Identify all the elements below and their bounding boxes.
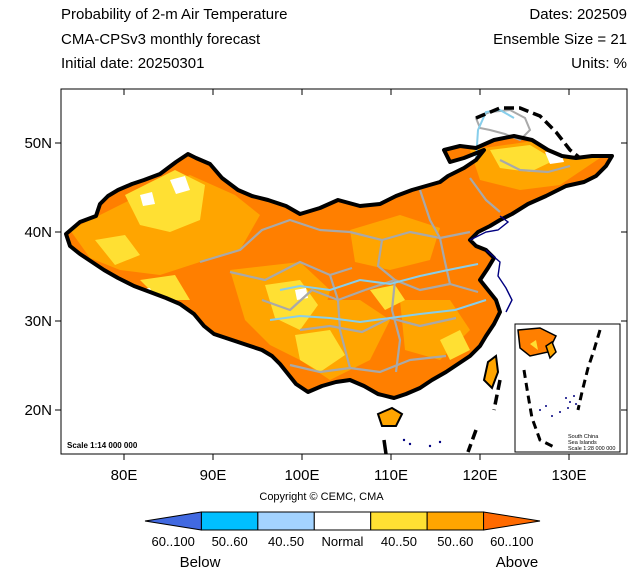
units-label: Units: % [571, 55, 627, 72]
colorbar: 60..100 50..60 40..50 Normal 40..50 50..60 60.… [144, 511, 541, 549]
lon-label-80e: 80E [111, 467, 138, 484]
inset-scale-label: Scale 1:28 000 000 [568, 446, 615, 452]
colorbar-label-4: 40..50 [381, 534, 417, 549]
forecast-dates: Dates: 202509 [529, 6, 627, 23]
map-subtitle: CMA-CPSv3 monthly forecast [61, 31, 261, 48]
colorbar-label-2: 40..50 [268, 534, 304, 549]
lon-label-120e: 120E [462, 467, 497, 484]
lat-label-50n: 50N [24, 135, 52, 152]
map-title: Probability of 2-m Air Temperature [61, 6, 288, 23]
rivers [269, 263, 487, 324]
colorbar-label-3: Normal [322, 534, 364, 549]
copyright-notice: Copyright © CEMC, CMA [259, 491, 384, 503]
inset-label-line-1: South China [568, 434, 599, 440]
lat-label-30n: 30N [24, 313, 52, 330]
taiwan-island [482, 354, 500, 390]
coastline [469, 215, 513, 313]
lon-label-90e: 90E [200, 467, 227, 484]
colorbar-bin-5 [426, 511, 485, 531]
colorbar-bin-3 [313, 511, 372, 531]
inset-map: South China Sea Islands Scale 1:28 000 0… [514, 323, 621, 453]
colorbar-label-6: 60..100 [490, 534, 533, 549]
ensemble-size: Ensemble Size = 21 [493, 31, 627, 48]
lat-label-20n: 20N [24, 402, 52, 419]
initial-date: Initial date: 20250301 [61, 55, 205, 72]
lat-label-40n: 40N [24, 224, 52, 241]
colorbar-bin-0 [144, 511, 202, 531]
colorbar-above-label: Above [496, 554, 539, 571]
country-border [64, 134, 614, 400]
colorbar-bin-2 [257, 511, 315, 531]
hainan-island [376, 406, 404, 427]
lon-label-100e: 100E [284, 467, 319, 484]
lon-label-130e: 130E [551, 467, 586, 484]
main-scale-label: Scale 1:14 000 000 [67, 441, 138, 450]
colorbar-bin-6 [483, 511, 541, 531]
colorbar-label-1: 50..60 [212, 534, 248, 549]
colorbar-label-0: 60..100 [152, 534, 195, 549]
lon-ticks [123, 89, 570, 460]
inset-label-line-2: Sea Islands [568, 440, 597, 446]
colorbar-bin-1 [200, 511, 259, 531]
lat-ticks [55, 142, 627, 411]
colorbar-bin-4 [370, 511, 428, 531]
colorbar-label-5: 50..60 [437, 534, 473, 549]
lon-label-110e: 110E [374, 467, 408, 484]
colorbar-below-label: Below [180, 554, 221, 571]
